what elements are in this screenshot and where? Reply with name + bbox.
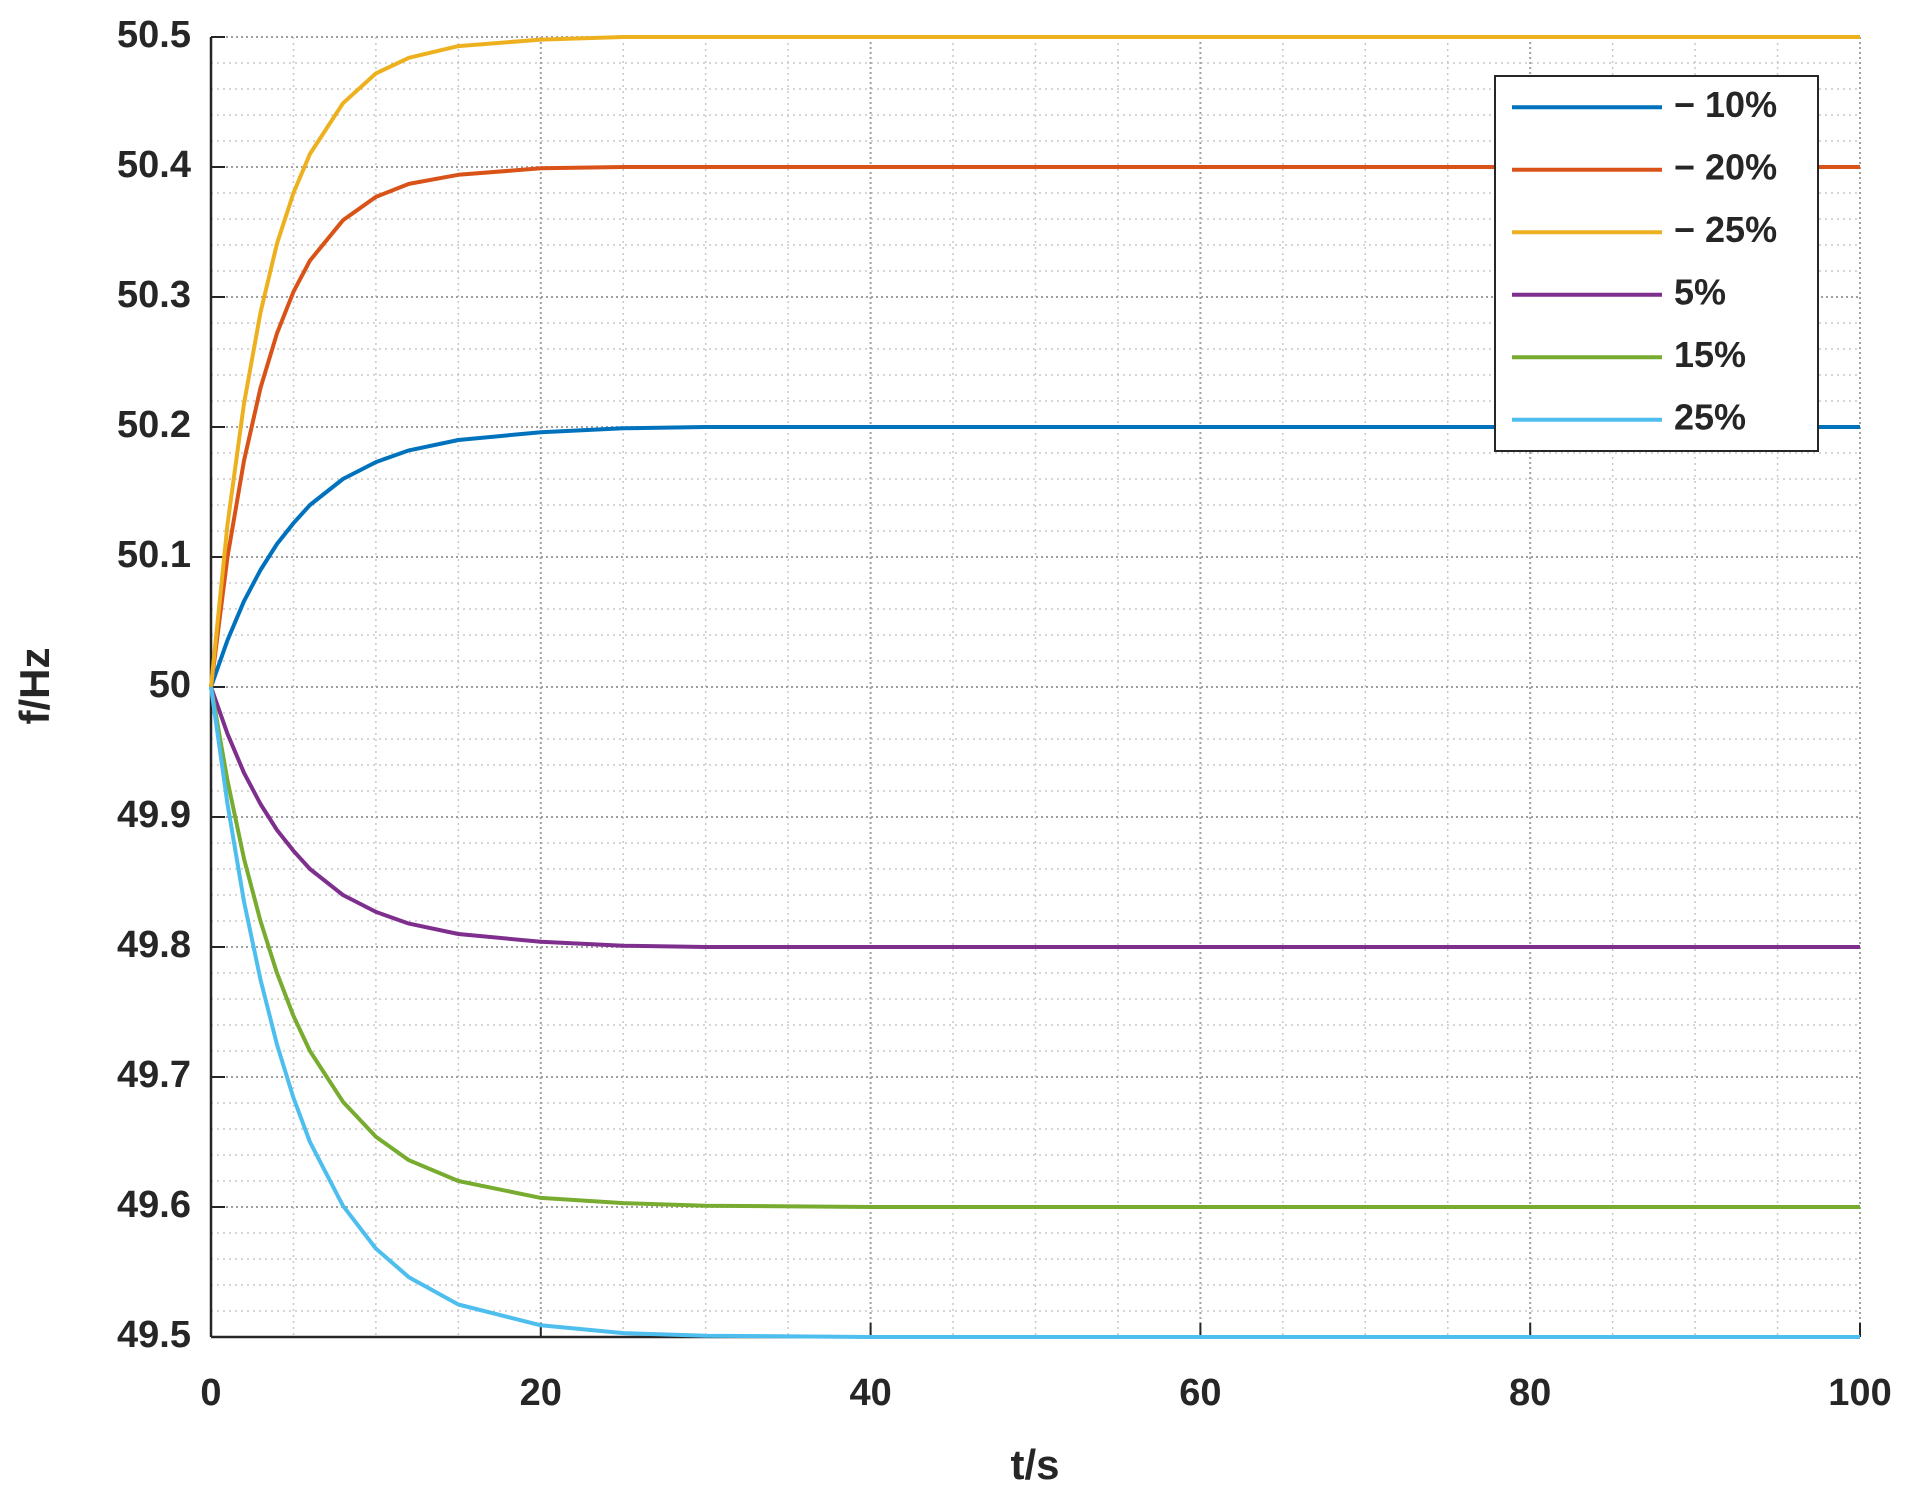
data-line [209, 686, 1860, 949]
data-line [209, 686, 1860, 1209]
x-tick-label: 60 [1179, 1372, 1221, 1414]
x-tick-label: 0 [200, 1372, 221, 1414]
x-tick-label: 80 [1509, 1372, 1551, 1414]
y-tick-label: 50.3 [117, 274, 191, 316]
y-tick-label: 49.8 [117, 924, 191, 966]
legend-label: − 10% [1674, 84, 1777, 125]
legend-label: 5% [1674, 271, 1726, 312]
y-tick-label: 50.4 [117, 144, 191, 186]
legend-label: − 20% [1674, 146, 1777, 187]
data-line [209, 35, 1860, 688]
x-axis-label: t/s [1010, 1441, 1059, 1488]
y-tick-label: 50.1 [117, 534, 191, 576]
y-tick-label: 50.2 [117, 404, 191, 446]
y-axis-label: f/Hz [11, 648, 58, 725]
y-tick-label: 49.9 [117, 794, 191, 836]
x-tick-label: 100 [1828, 1372, 1891, 1414]
legend-label: 15% [1674, 334, 1746, 375]
x-tick-label: 40 [849, 1372, 891, 1414]
y-tick-label: 49.5 [117, 1314, 191, 1356]
y-tick-label: 50 [149, 664, 191, 706]
y-tick-label: 50.5 [117, 14, 191, 56]
data-line [209, 165, 1860, 688]
x-tick-label: 20 [520, 1372, 562, 1414]
legend-label: 25% [1674, 396, 1746, 437]
y-tick-label: 49.6 [117, 1184, 191, 1226]
data-line [209, 686, 1860, 1339]
legend-box [1494, 75, 1819, 452]
data-line [209, 425, 1860, 688]
y-tick-label: 49.7 [117, 1054, 191, 1096]
legend-label: − 25% [1674, 209, 1777, 250]
